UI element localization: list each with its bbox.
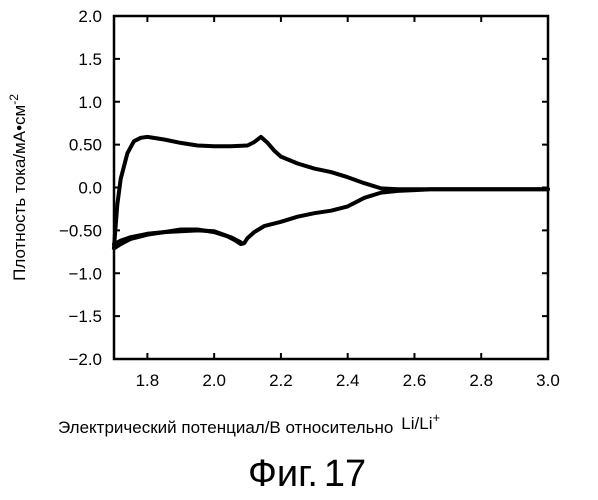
y-tick-label: −1.0	[68, 264, 102, 283]
y-axis-label-superscript: -2	[7, 94, 21, 105]
x-tick-labels: 1.8 2.0 2.2 2.4 2.6 2.8 3.0	[136, 371, 560, 390]
y-tick-label: 2.0	[78, 7, 102, 26]
figure-caption: Фиг.17	[248, 453, 366, 495]
cv-curves	[114, 137, 548, 249]
y-tick-label: −0.50	[59, 221, 102, 240]
x-tick-label: 2.0	[202, 371, 226, 390]
x-tick-label: 2.8	[469, 371, 493, 390]
x-tick-label: 1.8	[136, 371, 160, 390]
x-axis-label-text: Электрический потенциал/В относительно	[58, 418, 393, 437]
x-axis-label-suffix: Li/Li	[401, 414, 432, 433]
y-tick-label: 0.50	[69, 136, 102, 155]
y-tick-label: 1.0	[78, 93, 102, 112]
y-axis-label-text: Плотность тока/мА•см	[10, 105, 29, 281]
x-tick-label: 2.6	[403, 371, 427, 390]
x-axis-label: Электрический потенциал/В относительно Li…	[58, 410, 440, 437]
y-tick-label: −2.0	[68, 350, 102, 369]
x-tick-label: 2.4	[336, 371, 360, 390]
y-axis-label: Плотность тока/мА•см-2	[7, 94, 29, 281]
x-tick-label: 2.2	[269, 371, 293, 390]
cv-curve-3	[114, 230, 241, 244]
figure-caption-text: Фиг.	[248, 453, 318, 495]
y-tick-label: 0.0	[78, 179, 102, 198]
y-tick-label: −1.5	[68, 307, 102, 326]
x-tick-label: 3.0	[536, 371, 560, 390]
x-axis-label-superscript: +	[432, 410, 440, 425]
figure-caption-number: 17	[324, 453, 366, 495]
cv-curve-2	[114, 189, 548, 248]
y-tick-label: 1.5	[78, 50, 102, 69]
y-tick-labels: 2.0 1.5 1.0 0.50 0.0 −0.50 −1.0 −1.5 −2.0	[59, 7, 102, 369]
